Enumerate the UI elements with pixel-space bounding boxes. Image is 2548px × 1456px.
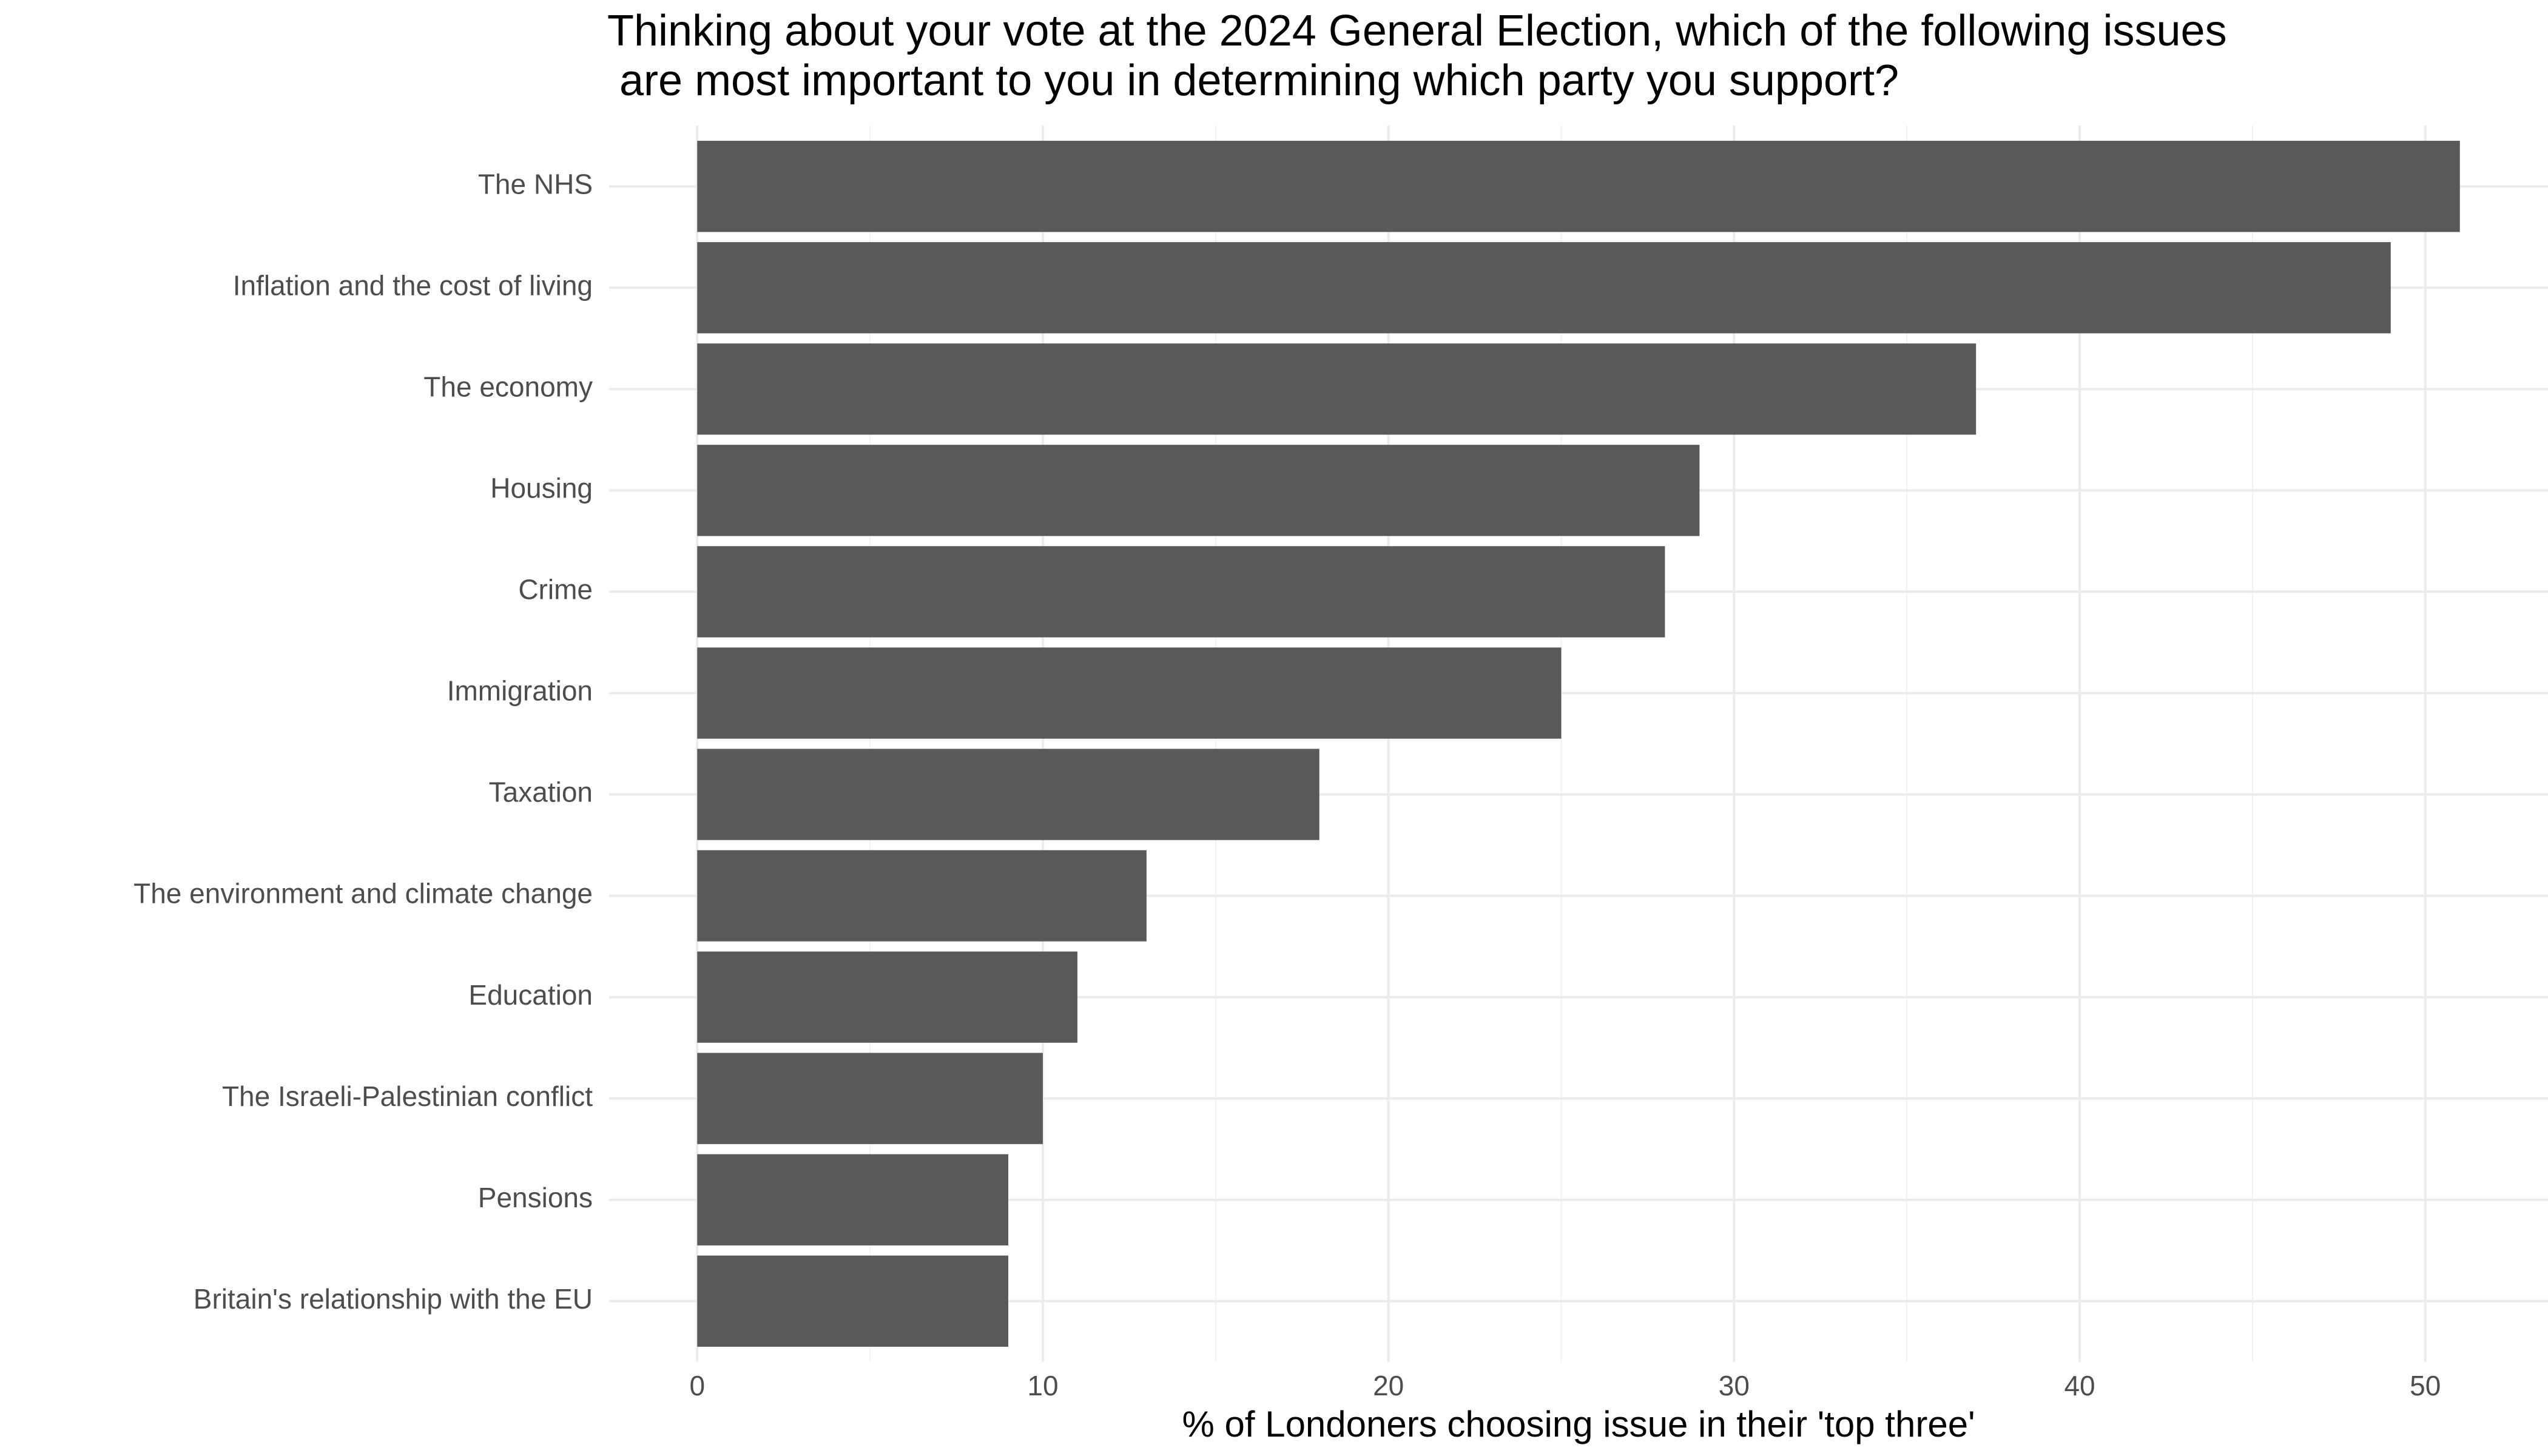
y-tick-label: Taxation [489, 777, 593, 808]
bar [697, 749, 1320, 840]
y-tick-label: The environment and climate change [133, 878, 593, 909]
bar [697, 445, 1700, 536]
bar [697, 850, 1147, 942]
bar [697, 1053, 1043, 1144]
bar [697, 242, 2391, 334]
y-tick-label: The Israeli-Palestinian conflict [222, 1080, 593, 1112]
y-tick-label: Immigration [447, 675, 593, 707]
y-tick-label: The NHS [478, 168, 593, 200]
y-tick-label: Pensions [478, 1182, 593, 1213]
bar [697, 951, 1077, 1043]
y-tick-label: Education [468, 979, 593, 1011]
bar [697, 141, 2460, 232]
y-tick-label: Housing [490, 473, 593, 504]
bar [697, 343, 1977, 435]
x-tick-label: 30 [1719, 1370, 1750, 1401]
x-tick-label: 10 [1027, 1370, 1058, 1401]
y-tick-label: The economy [423, 371, 593, 402]
bar [697, 1154, 1008, 1245]
x-tick-label: 50 [2410, 1370, 2441, 1401]
y-tick-label: Inflation and the cost of living [233, 269, 593, 301]
bar [697, 546, 1665, 638]
chart-title: Thinking about your vote at the 2024 Gen… [607, 7, 2227, 55]
y-tick-label: Crime [518, 574, 593, 605]
x-tick-label: 40 [2064, 1370, 2095, 1401]
bar [697, 1255, 1008, 1347]
chart-title: are most important to you in determining… [607, 56, 1899, 105]
bar [697, 647, 1562, 739]
x-tick-label: 0 [689, 1370, 705, 1401]
x-tick-label: 20 [1373, 1370, 1404, 1401]
x-axis-title: % of Londoners choosing issue in their '… [1182, 1404, 1975, 1444]
y-tick-label: Britain's relationship with the EU [194, 1283, 593, 1315]
